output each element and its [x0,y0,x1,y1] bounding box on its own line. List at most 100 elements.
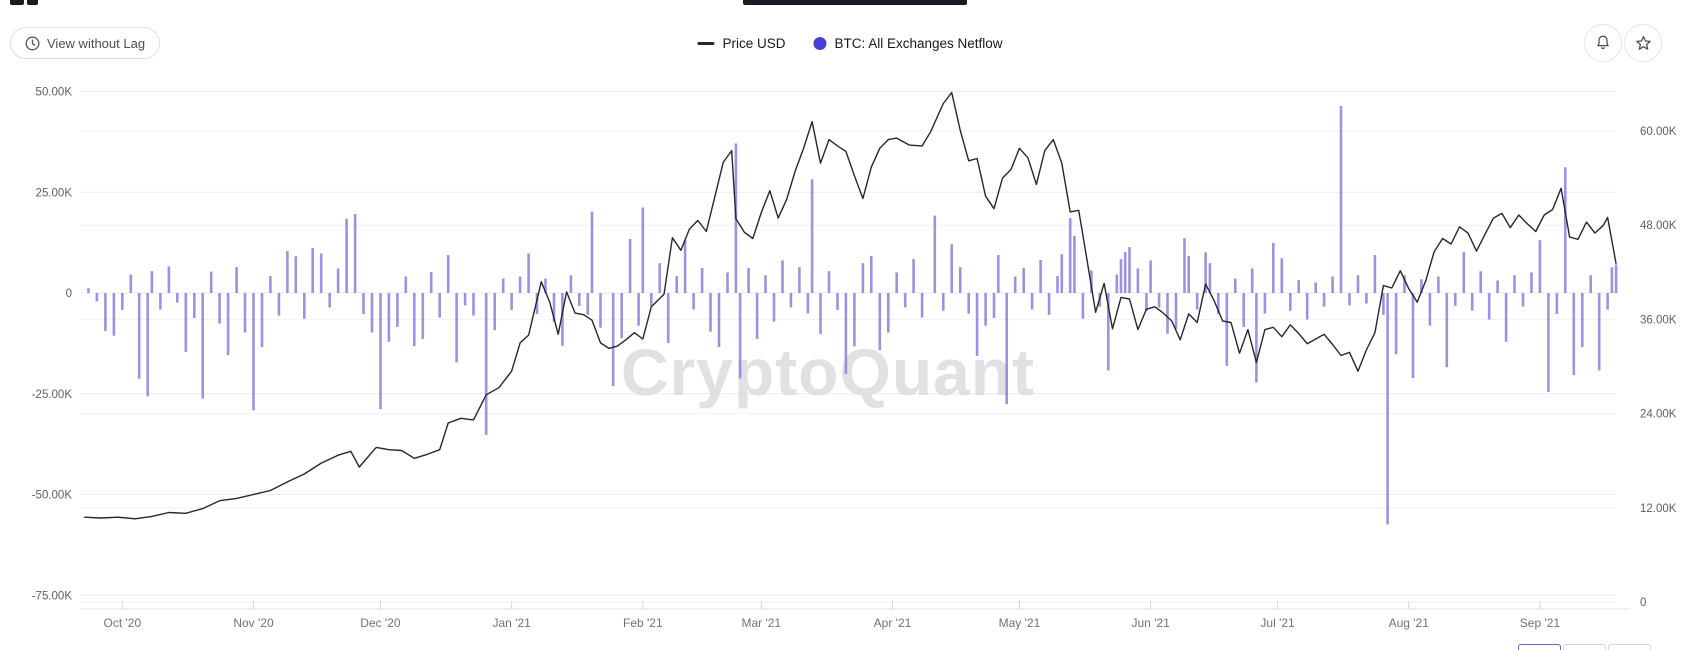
netflow-bar[interactable] [599,293,602,328]
netflow-bar[interactable] [895,272,898,293]
netflow-bar[interactable] [675,276,678,293]
netflow-bar[interactable] [1454,293,1457,306]
netflow-bar[interactable] [370,293,374,333]
netflow-bar[interactable] [493,293,496,331]
netflow-bar[interactable] [586,293,590,315]
netflow-bar[interactable] [176,293,179,303]
netflow-bar[interactable] [1331,276,1334,294]
netflow-bar[interactable] [1521,293,1525,307]
netflow-bar[interactable] [1123,251,1127,293]
netflow-bar[interactable] [1115,274,1119,294]
netflow-bar[interactable] [472,293,475,316]
netflow-bar[interactable] [328,293,331,308]
netflow-bar[interactable] [1314,282,1317,294]
netflow-bar[interactable] [1022,268,1025,293]
netflow-bar[interactable] [379,293,382,410]
netflow-bar[interactable] [1581,293,1584,347]
netflow-bar[interactable] [658,263,661,293]
netflow-bar[interactable] [129,274,133,294]
netflow-bar[interactable] [578,293,581,306]
clipped-range-button-3[interactable] [1608,644,1651,650]
netflow-bar[interactable] [1204,252,1207,293]
netflow-bar[interactable] [421,293,425,339]
netflow-bar[interactable] [1513,275,1516,293]
netflow-bar[interactable] [861,263,865,293]
netflow-bar[interactable] [1107,293,1110,371]
netflow-bar[interactable] [87,288,90,293]
netflow-bar[interactable] [1610,267,1614,293]
netflow-bar[interactable] [1572,293,1576,376]
netflow-bar[interactable] [1183,238,1186,293]
netflow-bar[interactable] [1217,293,1220,314]
netflow-bar[interactable] [611,293,615,387]
netflow-bar[interactable] [1263,293,1267,314]
netflow-bar[interactable] [628,239,632,293]
netflow-bar[interactable] [958,267,962,293]
netflow-bar[interactable] [1136,268,1140,293]
netflow-bar[interactable] [294,256,298,293]
netflow-bar[interactable] [201,293,204,399]
netflow-bar[interactable] [878,293,882,351]
netflow-bar[interactable] [798,267,801,293]
netflow-bar[interactable] [1005,293,1008,405]
netflow-bar[interactable] [933,215,937,293]
netflow-bar[interactable] [1149,260,1152,293]
netflow-bar[interactable] [650,293,653,306]
netflow-bar[interactable] [1487,293,1491,320]
netflow-bar[interactable] [1056,276,1059,293]
netflow-bar[interactable] [810,179,814,293]
netflow-bar[interactable] [484,293,488,435]
netflow-bar[interactable] [429,272,433,293]
netflow-bar[interactable] [137,293,141,379]
netflow-bar[interactable] [95,293,99,302]
netflow-bar[interactable] [1128,247,1131,293]
netflow-bar[interactable] [747,268,750,293]
netflow-bar[interactable] [404,276,408,294]
netflow-bar[interactable] [789,293,793,308]
netflow-bar[interactable] [950,244,953,293]
netflow-bar[interactable] [535,293,539,314]
netflow-bar[interactable] [1479,271,1482,293]
netflow-bar[interactable] [992,293,996,318]
netflow-bar[interactable] [413,293,416,347]
legend-item-netflow[interactable]: BTC: All Exchanges Netflow [813,36,1003,51]
netflow-bar[interactable] [510,293,513,310]
netflow-bar[interactable] [569,275,573,293]
netflow-bar[interactable] [269,276,272,293]
netflow-bar[interactable] [590,211,594,293]
netflow-bar[interactable] [277,293,281,316]
netflow-bar[interactable] [692,293,695,310]
netflow-bar[interactable] [887,293,890,333]
netflow-bar[interactable] [150,271,154,293]
netflow-bar[interactable] [303,293,306,319]
netflow-bar[interactable] [1272,243,1275,293]
netflow-bar[interactable] [121,293,124,310]
netflow-bar[interactable] [1428,293,1432,326]
netflow-bar[interactable] [226,293,230,356]
netflow-bar[interactable] [997,255,1000,293]
netflow-bar[interactable] [112,293,116,336]
netflow-bar[interactable] [1614,264,1618,293]
netflow-bar[interactable] [1547,293,1550,393]
netflow-bar[interactable] [942,293,945,311]
netflow-bar[interactable] [527,253,530,294]
netflow-bar[interactable] [781,260,784,293]
netflow-bar[interactable] [1339,106,1343,293]
clipped-range-button-2[interactable] [1563,644,1606,650]
netflow-bar[interactable] [1060,254,1064,293]
netflow-bar[interactable] [1208,263,1212,293]
netflow-bar[interactable] [1420,279,1423,293]
netflow-bar[interactable] [1365,293,1368,304]
netflow-bar[interactable] [903,293,907,308]
netflow-bar[interactable] [362,293,365,314]
netflow-bar[interactable] [260,293,264,347]
netflow-bar[interactable] [1250,268,1254,293]
netflow-bar[interactable] [286,251,289,293]
notifications-button[interactable] [1584,24,1622,62]
netflow-bar[interactable] [1348,293,1351,306]
netflow-bar[interactable] [552,293,556,322]
netflow-bar[interactable] [806,293,810,314]
netflow-bar[interactable] [167,266,171,293]
netflow-bar[interactable] [455,293,458,363]
netflow-bar[interactable] [501,278,505,294]
